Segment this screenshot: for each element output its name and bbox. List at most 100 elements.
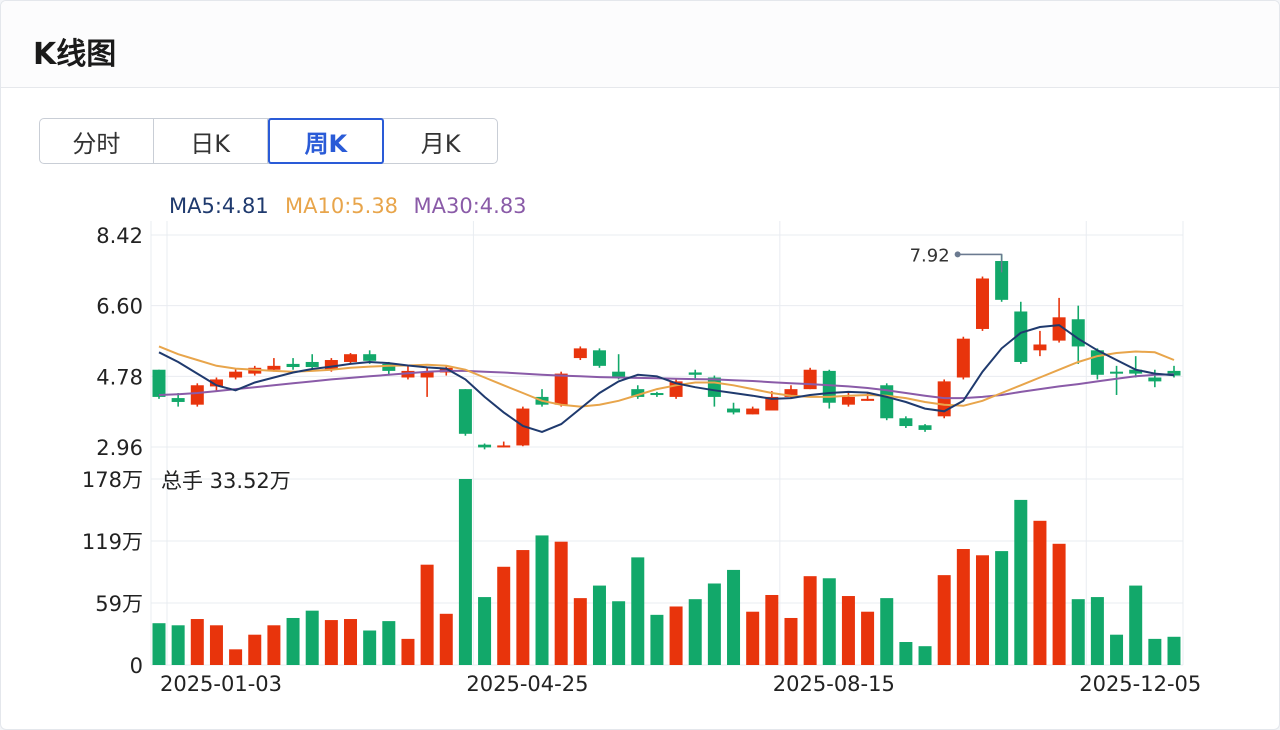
volume-bar	[880, 598, 894, 665]
volume-bar	[267, 625, 281, 665]
volume-bar	[248, 634, 262, 665]
candle-body	[746, 408, 760, 415]
price-tick-label: 8.42	[96, 224, 143, 248]
candle	[592, 348, 606, 368]
volume-bar	[765, 594, 779, 665]
tab-intraday[interactable]: 分时	[40, 119, 154, 163]
volume-bars	[152, 479, 1181, 665]
candle	[190, 383, 204, 407]
volume-bar	[573, 598, 587, 665]
volume-bar	[746, 611, 760, 665]
period-tabs: 分时 日K 周K 月K	[39, 118, 498, 164]
volume-bar	[1129, 585, 1143, 665]
volume-bar	[1167, 636, 1181, 665]
candle-body	[267, 365, 281, 370]
candle-body	[688, 372, 702, 375]
candle-body	[1052, 317, 1066, 341]
volume-bar	[727, 569, 741, 665]
ma-legend-item: MA5:4.81	[169, 194, 269, 218]
candle	[688, 369, 702, 380]
candle	[956, 336, 970, 380]
candle	[229, 368, 243, 380]
volume-tick-label: 119万	[82, 530, 143, 554]
volume-bar	[1110, 634, 1124, 665]
volume-bar	[1033, 520, 1047, 665]
volume-bar	[324, 620, 338, 665]
ma30-line	[158, 369, 1175, 400]
candle-body	[1148, 377, 1162, 382]
volume-bar	[1148, 638, 1162, 665]
candle-body	[1014, 311, 1028, 362]
candle-body	[305, 361, 319, 368]
candle	[305, 354, 319, 370]
ma10-line	[158, 345, 1175, 408]
candle	[1129, 356, 1143, 378]
candle	[573, 346, 587, 361]
candle-body	[248, 367, 262, 374]
tab-daily-k[interactable]: 日K	[154, 119, 268, 163]
candlesticks	[152, 254, 1181, 450]
price-tick-label: 6.60	[96, 295, 143, 319]
tab-monthly-k[interactable]: 月K	[420, 129, 461, 158]
volume-bar	[209, 625, 223, 665]
volume-bar	[956, 549, 970, 665]
candle-body	[573, 348, 587, 359]
volume-bar	[401, 638, 415, 665]
volume-bar	[1071, 599, 1085, 665]
candle	[650, 391, 664, 397]
volume-bar	[1052, 543, 1066, 665]
candle-body	[612, 371, 626, 378]
candle	[344, 353, 358, 364]
candle	[822, 369, 836, 409]
volume-bar	[669, 606, 683, 665]
candle	[382, 361, 396, 376]
candle-body	[229, 371, 243, 378]
candle-body	[1129, 369, 1143, 374]
volume-total-label: 总手 33.52万	[161, 469, 291, 493]
candle-body	[190, 385, 204, 405]
candle-body	[803, 369, 817, 390]
volume-axis-ticks: 178万 119万 59万 0	[82, 468, 143, 678]
candle-body	[382, 363, 396, 371]
tab-weekly-k[interactable]: 周K	[267, 118, 385, 164]
candle	[1052, 297, 1066, 343]
price-axis-ticks: 8.42 6.60 4.78 2.96	[96, 224, 143, 460]
volume-bar	[861, 611, 875, 665]
ma5-line	[158, 324, 1175, 433]
candle	[554, 371, 568, 407]
max-price-annotation: 7.92	[910, 245, 1003, 273]
candle	[248, 365, 262, 376]
candle-body	[727, 408, 741, 413]
volume-bar	[363, 630, 377, 665]
candle-body	[554, 373, 568, 405]
volume-bar	[516, 550, 530, 665]
candle-body	[956, 338, 970, 378]
candle-body	[861, 398, 875, 401]
candle	[631, 385, 645, 399]
volume-tick-label: 0	[130, 654, 143, 678]
candle	[746, 406, 760, 415]
max-price-label: 7.92	[910, 245, 950, 266]
volume-bar	[382, 621, 396, 665]
candle-body	[478, 444, 492, 448]
volume-bar	[937, 575, 951, 665]
volume-bar	[420, 564, 434, 665]
candle-body	[1167, 370, 1181, 376]
candle	[727, 402, 741, 415]
volume-tick-label: 59万	[95, 592, 143, 616]
candle-body	[841, 396, 855, 405]
volume-bar	[1090, 597, 1104, 665]
candle-body	[822, 370, 836, 403]
volume-bar	[497, 566, 511, 665]
x-tick-label: 2025-08-15	[773, 672, 895, 696]
card-title: K线图	[33, 37, 117, 72]
x-tick-label: 2025-12-05	[1079, 672, 1201, 696]
candle	[286, 358, 300, 370]
volume-bar	[478, 597, 492, 665]
candle-body	[918, 425, 932, 430]
candle-body	[286, 363, 300, 368]
volume-bar	[612, 601, 626, 665]
candle-body	[995, 261, 1009, 300]
